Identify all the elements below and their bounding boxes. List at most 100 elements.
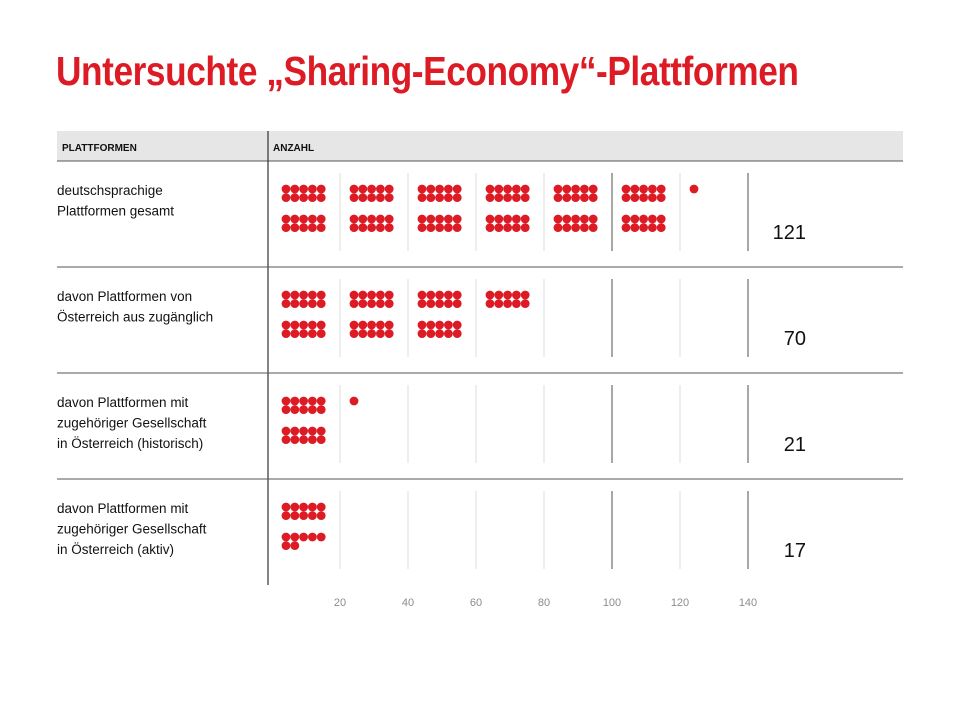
x-tick-label: 100 — [603, 597, 621, 609]
data-dot — [308, 223, 317, 233]
data-dot — [376, 214, 385, 224]
data-dot — [580, 184, 589, 194]
data-dot — [435, 329, 444, 338]
data-dot — [435, 184, 444, 194]
data-dot — [281, 329, 291, 338]
data-dot — [562, 214, 572, 224]
category-label: davon Plattformen mit — [57, 395, 189, 410]
data-dot — [308, 396, 317, 406]
data-dot — [630, 223, 640, 233]
data-dot — [639, 223, 648, 233]
data-dot — [512, 214, 521, 224]
data-dot — [503, 184, 512, 194]
data-dot — [452, 329, 462, 338]
data-dot — [376, 184, 385, 194]
data-dot — [571, 184, 580, 194]
data-dot — [648, 193, 657, 203]
data-dot — [384, 290, 394, 300]
data-dot — [299, 435, 308, 444]
data-dot — [452, 299, 462, 308]
data-dot — [512, 299, 521, 308]
data-dot — [316, 532, 326, 542]
data-dot — [426, 184, 436, 194]
data-dot — [349, 299, 359, 308]
x-tick-label: 80 — [538, 597, 550, 609]
data-dot — [426, 193, 436, 203]
data-dot — [316, 320, 326, 330]
data-dot — [384, 214, 394, 224]
data-dot — [281, 396, 291, 406]
data-dot — [384, 320, 394, 330]
data-dot — [562, 223, 572, 233]
data-dot — [588, 223, 598, 233]
data-dot — [485, 290, 495, 300]
data-dot — [299, 502, 308, 512]
data-dot — [290, 532, 300, 542]
data-dot — [444, 299, 453, 308]
data-dot — [367, 193, 376, 203]
data-dot — [290, 223, 300, 233]
data-dot — [444, 320, 453, 330]
data-dot — [384, 184, 394, 194]
data-dot — [299, 405, 308, 414]
data-dot — [308, 299, 317, 308]
data-dot — [494, 223, 504, 233]
data-dot — [494, 214, 504, 224]
data-dot — [308, 329, 317, 338]
data-dot — [290, 511, 300, 520]
data-dot — [349, 329, 359, 338]
x-tick-label: 120 — [671, 597, 689, 609]
data-dot — [452, 320, 462, 330]
data-dot — [290, 541, 300, 550]
data-dot — [384, 299, 394, 308]
data-dot — [358, 184, 368, 194]
data-dot — [281, 223, 291, 233]
x-tick-label: 20 — [334, 597, 346, 609]
data-dot — [571, 193, 580, 203]
data-dot — [520, 184, 530, 194]
data-dot — [290, 290, 300, 300]
data-dot — [316, 511, 326, 520]
category-label: Plattformen gesamt — [57, 204, 174, 219]
data-dot — [299, 511, 308, 520]
data-dot — [281, 532, 291, 542]
data-dot — [435, 223, 444, 233]
page-title: Untersuchte „Sharing-Economy“-Plattforme… — [56, 48, 799, 94]
data-dot — [444, 184, 453, 194]
data-dot — [580, 193, 589, 203]
data-dot — [358, 223, 368, 233]
data-dot — [316, 329, 326, 338]
category-label: deutschsprachige — [57, 183, 163, 198]
data-dot — [656, 193, 666, 203]
data-dot — [452, 193, 462, 203]
data-dot — [308, 532, 317, 542]
data-dot — [444, 223, 453, 233]
data-dot — [553, 193, 563, 203]
data-dot — [358, 320, 368, 330]
data-dot — [290, 435, 300, 444]
data-dot — [308, 193, 317, 203]
data-dot — [520, 214, 530, 224]
data-dot — [376, 320, 385, 330]
data-dot — [426, 223, 436, 233]
data-dot — [299, 223, 308, 233]
data-dot — [299, 214, 308, 224]
header-band — [57, 131, 903, 161]
data-dot — [308, 435, 317, 444]
data-dot — [367, 329, 376, 338]
data-dot — [316, 214, 326, 224]
data-dot — [299, 426, 308, 436]
data-dot — [503, 290, 512, 300]
data-dot — [290, 193, 300, 203]
data-dot — [417, 193, 427, 203]
data-dot — [299, 320, 308, 330]
data-dot — [444, 329, 453, 338]
data-dot — [656, 214, 666, 224]
value-label: 21 — [784, 434, 806, 456]
data-dot — [452, 290, 462, 300]
data-dot — [308, 290, 317, 300]
data-dot — [562, 193, 572, 203]
data-dot — [308, 502, 317, 512]
data-dot — [299, 396, 308, 406]
data-dot — [349, 223, 359, 233]
